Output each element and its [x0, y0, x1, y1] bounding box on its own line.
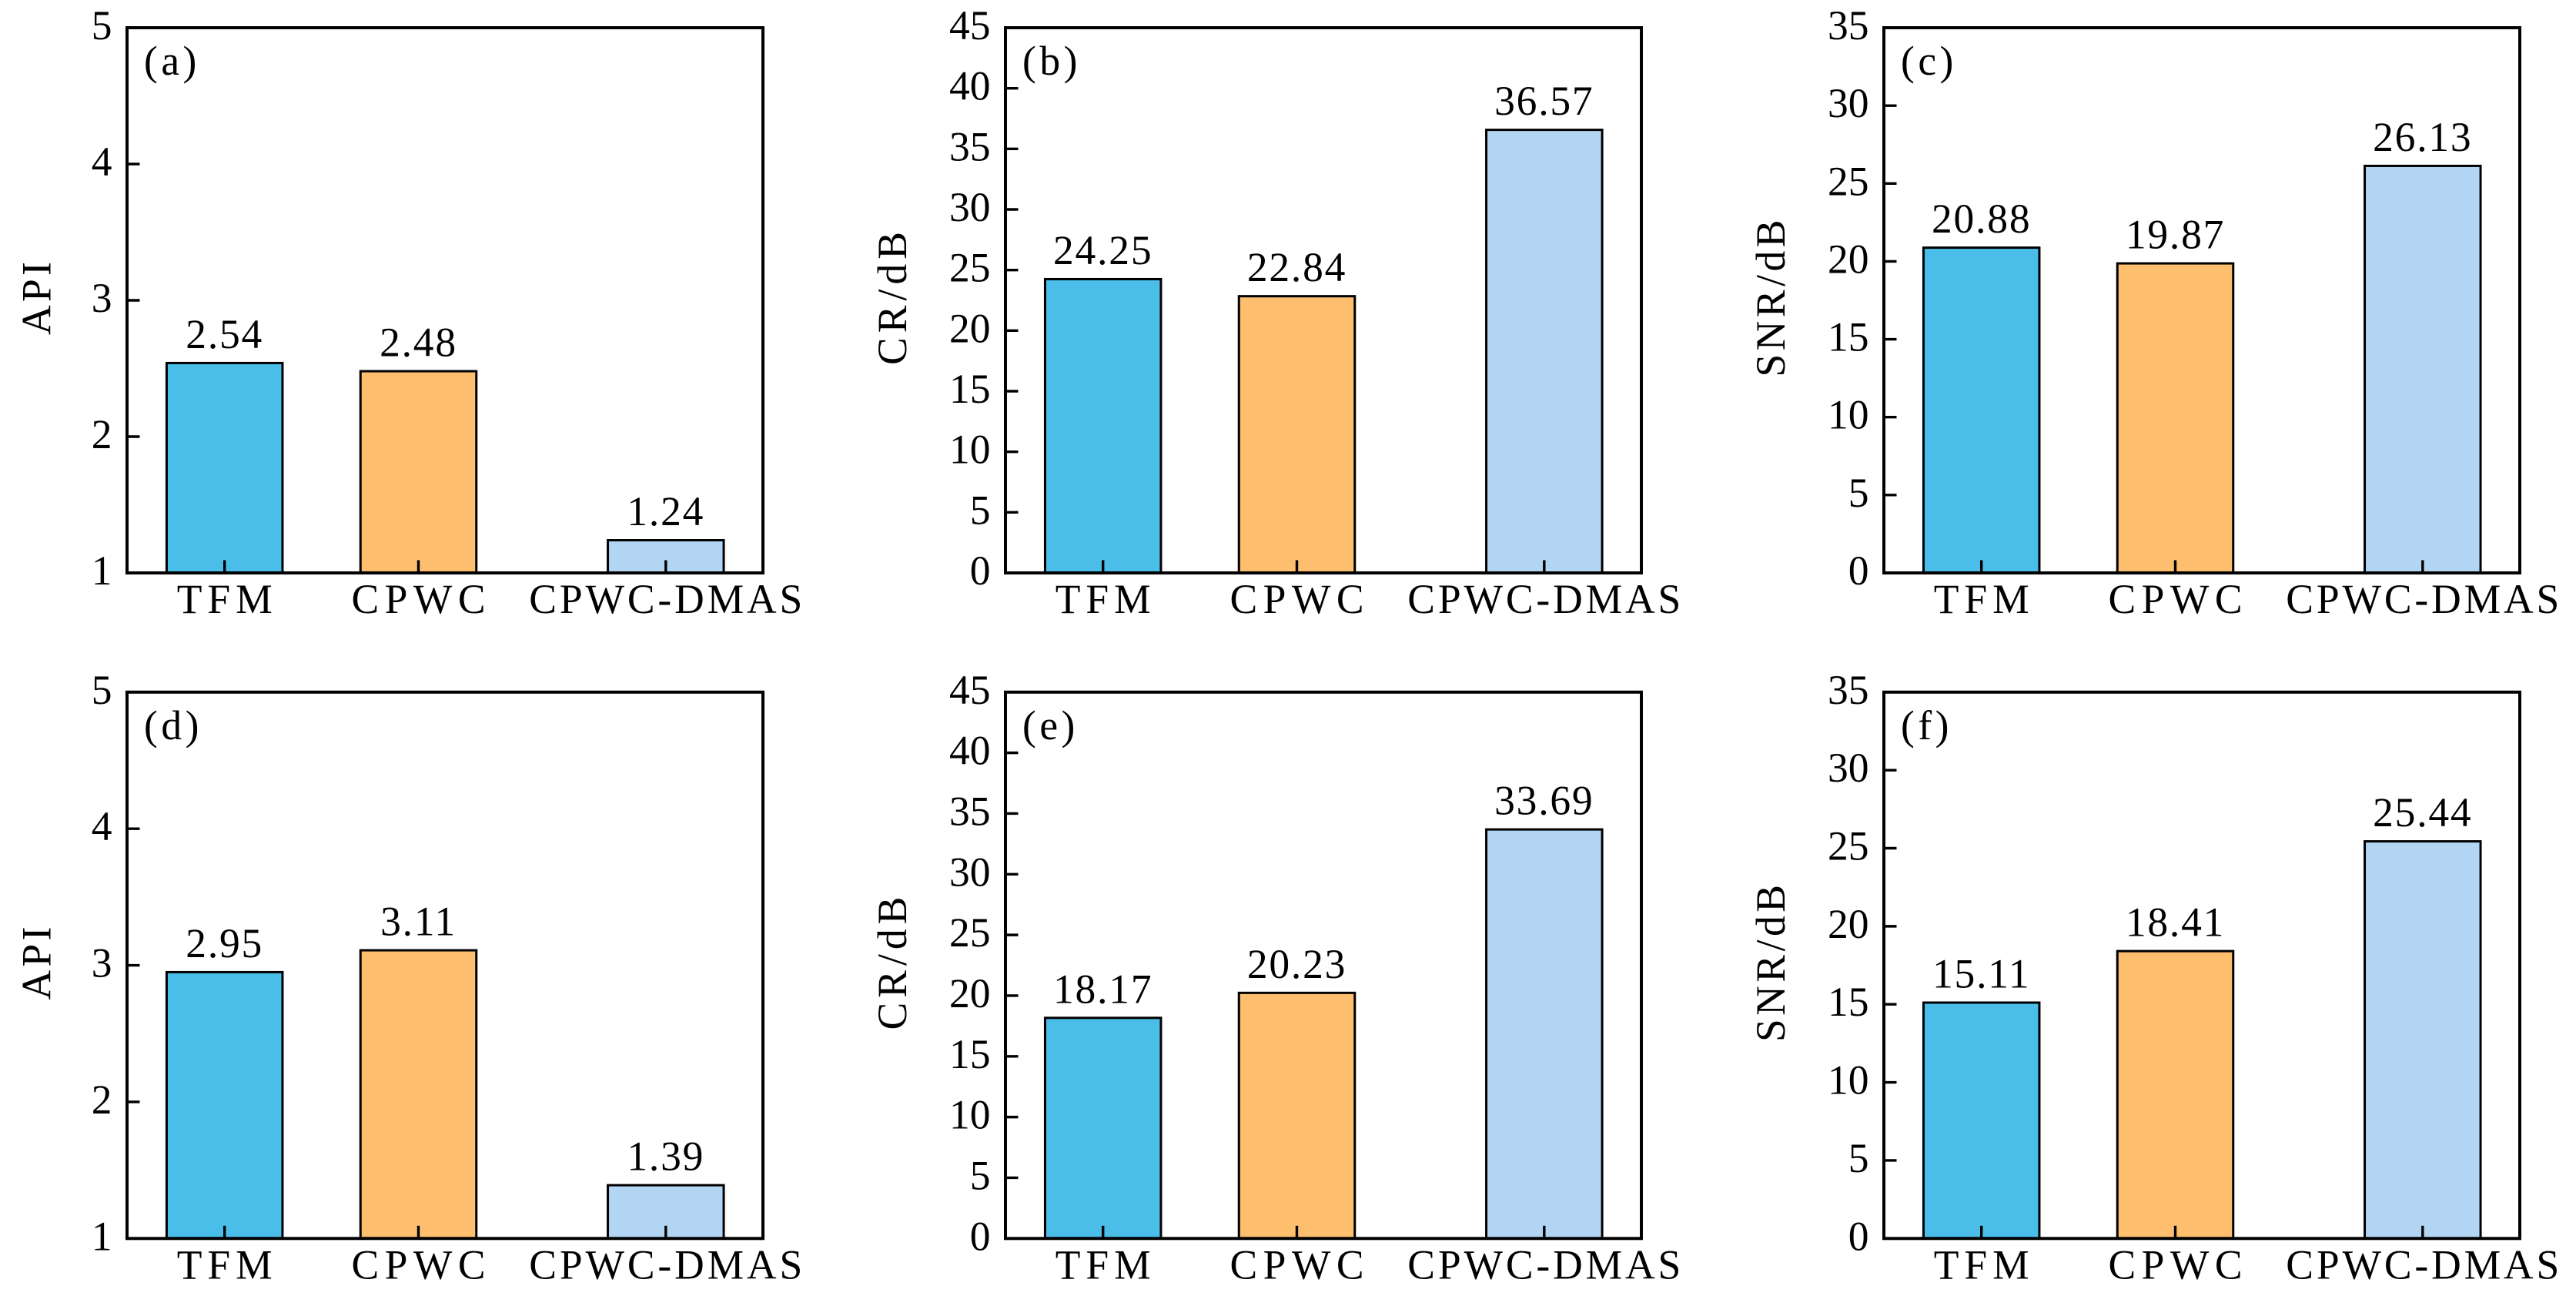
svg-text:1: 1 [92, 1213, 112, 1259]
svg-text:35: 35 [949, 788, 991, 834]
svg-text:30: 30 [1828, 80, 1869, 126]
svg-text:19.87: 19.87 [2126, 212, 2225, 258]
svg-text:4: 4 [92, 139, 112, 185]
svg-text:15: 15 [1828, 314, 1869, 360]
svg-text:TFM: TFM [177, 1241, 273, 1288]
svg-text:40: 40 [949, 728, 991, 774]
svg-text:18.17: 18.17 [1053, 966, 1153, 1012]
svg-text:18.41: 18.41 [2126, 899, 2225, 946]
svg-text:TFM: TFM [1934, 576, 2029, 622]
svg-text:5: 5 [1848, 470, 1869, 516]
svg-text:1.24: 1.24 [627, 488, 704, 534]
svg-text:20: 20 [949, 305, 991, 351]
svg-text:20: 20 [949, 970, 991, 1016]
svg-text:CPWC-DMAS: CPWC-DMAS [2286, 576, 2559, 622]
svg-text:36.57: 36.57 [1494, 78, 1594, 124]
svg-text:CPWC: CPWC [2109, 1241, 2243, 1288]
svg-text:API: API [14, 927, 60, 1000]
svg-text:20: 20 [1828, 236, 1869, 282]
svg-text:30: 30 [1828, 745, 1869, 791]
svg-text:5: 5 [92, 2, 112, 49]
svg-text:CPWC-DMAS: CPWC-DMAS [529, 1241, 802, 1288]
svg-text:35: 35 [1828, 2, 1869, 49]
svg-text:SNR/dB: SNR/dB [1748, 220, 1794, 377]
svg-text:TFM: TFM [1934, 1241, 2029, 1288]
svg-text:45: 45 [949, 667, 991, 713]
svg-text:CPWC: CPWC [2109, 576, 2243, 622]
svg-text:(f): (f) [1901, 702, 1952, 748]
svg-text:10: 10 [949, 1092, 991, 1138]
svg-text:API: API [14, 262, 60, 335]
svg-text:SNR/dB: SNR/dB [1748, 885, 1794, 1042]
svg-text:TFM: TFM [1055, 576, 1151, 622]
svg-text:20.23: 20.23 [1247, 941, 1347, 987]
svg-text:2: 2 [92, 1077, 112, 1123]
svg-text:2.95: 2.95 [186, 920, 263, 966]
svg-text:CPWC: CPWC [1230, 576, 1364, 622]
svg-text:20: 20 [1828, 901, 1869, 947]
svg-text:CPWC: CPWC [352, 576, 486, 622]
svg-text:15: 15 [949, 366, 991, 412]
svg-text:25: 25 [1828, 823, 1869, 869]
svg-text:5: 5 [970, 1152, 991, 1198]
svg-text:10: 10 [949, 427, 991, 473]
svg-text:10: 10 [1828, 392, 1869, 438]
svg-text:CPWC-DMAS: CPWC-DMAS [1407, 1241, 1681, 1288]
svg-text:24.25: 24.25 [1053, 227, 1153, 273]
svg-text:TFM: TFM [177, 576, 273, 622]
svg-text:0: 0 [1848, 1213, 1869, 1259]
svg-text:0: 0 [970, 1213, 991, 1259]
svg-text:CPWC: CPWC [1230, 1241, 1364, 1288]
svg-text:15: 15 [949, 1031, 991, 1077]
svg-text:CR/dB: CR/dB [869, 232, 915, 365]
svg-text:1.39: 1.39 [627, 1134, 704, 1180]
svg-text:45: 45 [949, 2, 991, 49]
svg-text:40: 40 [949, 63, 991, 109]
svg-text:(e): (e) [1022, 702, 1079, 748]
svg-text:5: 5 [92, 667, 112, 713]
svg-text:CPWC: CPWC [352, 1241, 486, 1288]
svg-text:25: 25 [949, 909, 991, 956]
svg-text:CR/dB: CR/dB [869, 897, 915, 1030]
svg-text:5: 5 [970, 487, 991, 533]
svg-text:15: 15 [1828, 979, 1869, 1025]
svg-text:0: 0 [1848, 548, 1869, 594]
svg-text:26.13: 26.13 [2373, 114, 2472, 160]
svg-text:10: 10 [1828, 1057, 1869, 1103]
svg-text:3: 3 [92, 940, 112, 986]
svg-text:35: 35 [1828, 667, 1869, 713]
svg-text:5: 5 [1848, 1135, 1869, 1181]
svg-text:(b): (b) [1022, 38, 1081, 84]
svg-text:(a): (a) [144, 38, 200, 84]
svg-text:30: 30 [949, 184, 991, 230]
svg-text:35: 35 [949, 123, 991, 169]
svg-text:30: 30 [949, 849, 991, 895]
svg-text:2: 2 [92, 411, 112, 457]
svg-text:CPWC-DMAS: CPWC-DMAS [2286, 1241, 2559, 1288]
svg-text:TFM: TFM [1055, 1241, 1151, 1288]
svg-text:(d): (d) [144, 702, 202, 748]
svg-text:(c): (c) [1901, 38, 1957, 84]
svg-text:25: 25 [949, 245, 991, 291]
svg-text:CPWC-DMAS: CPWC-DMAS [529, 576, 802, 622]
svg-text:2.54: 2.54 [186, 311, 263, 357]
svg-text:25: 25 [1828, 158, 1869, 204]
svg-text:25.44: 25.44 [2373, 789, 2472, 836]
svg-text:20.88: 20.88 [1932, 196, 2031, 242]
svg-text:0: 0 [970, 548, 991, 594]
svg-text:3.11: 3.11 [380, 899, 457, 945]
svg-text:4: 4 [92, 803, 112, 849]
svg-text:15.11: 15.11 [1932, 951, 2030, 997]
svg-text:CPWC-DMAS: CPWC-DMAS [1407, 576, 1681, 622]
svg-text:3: 3 [92, 275, 112, 321]
svg-text:33.69: 33.69 [1494, 778, 1594, 824]
svg-text:22.84: 22.84 [1247, 244, 1347, 290]
svg-text:2.48: 2.48 [380, 320, 457, 366]
svg-text:1: 1 [92, 548, 112, 594]
